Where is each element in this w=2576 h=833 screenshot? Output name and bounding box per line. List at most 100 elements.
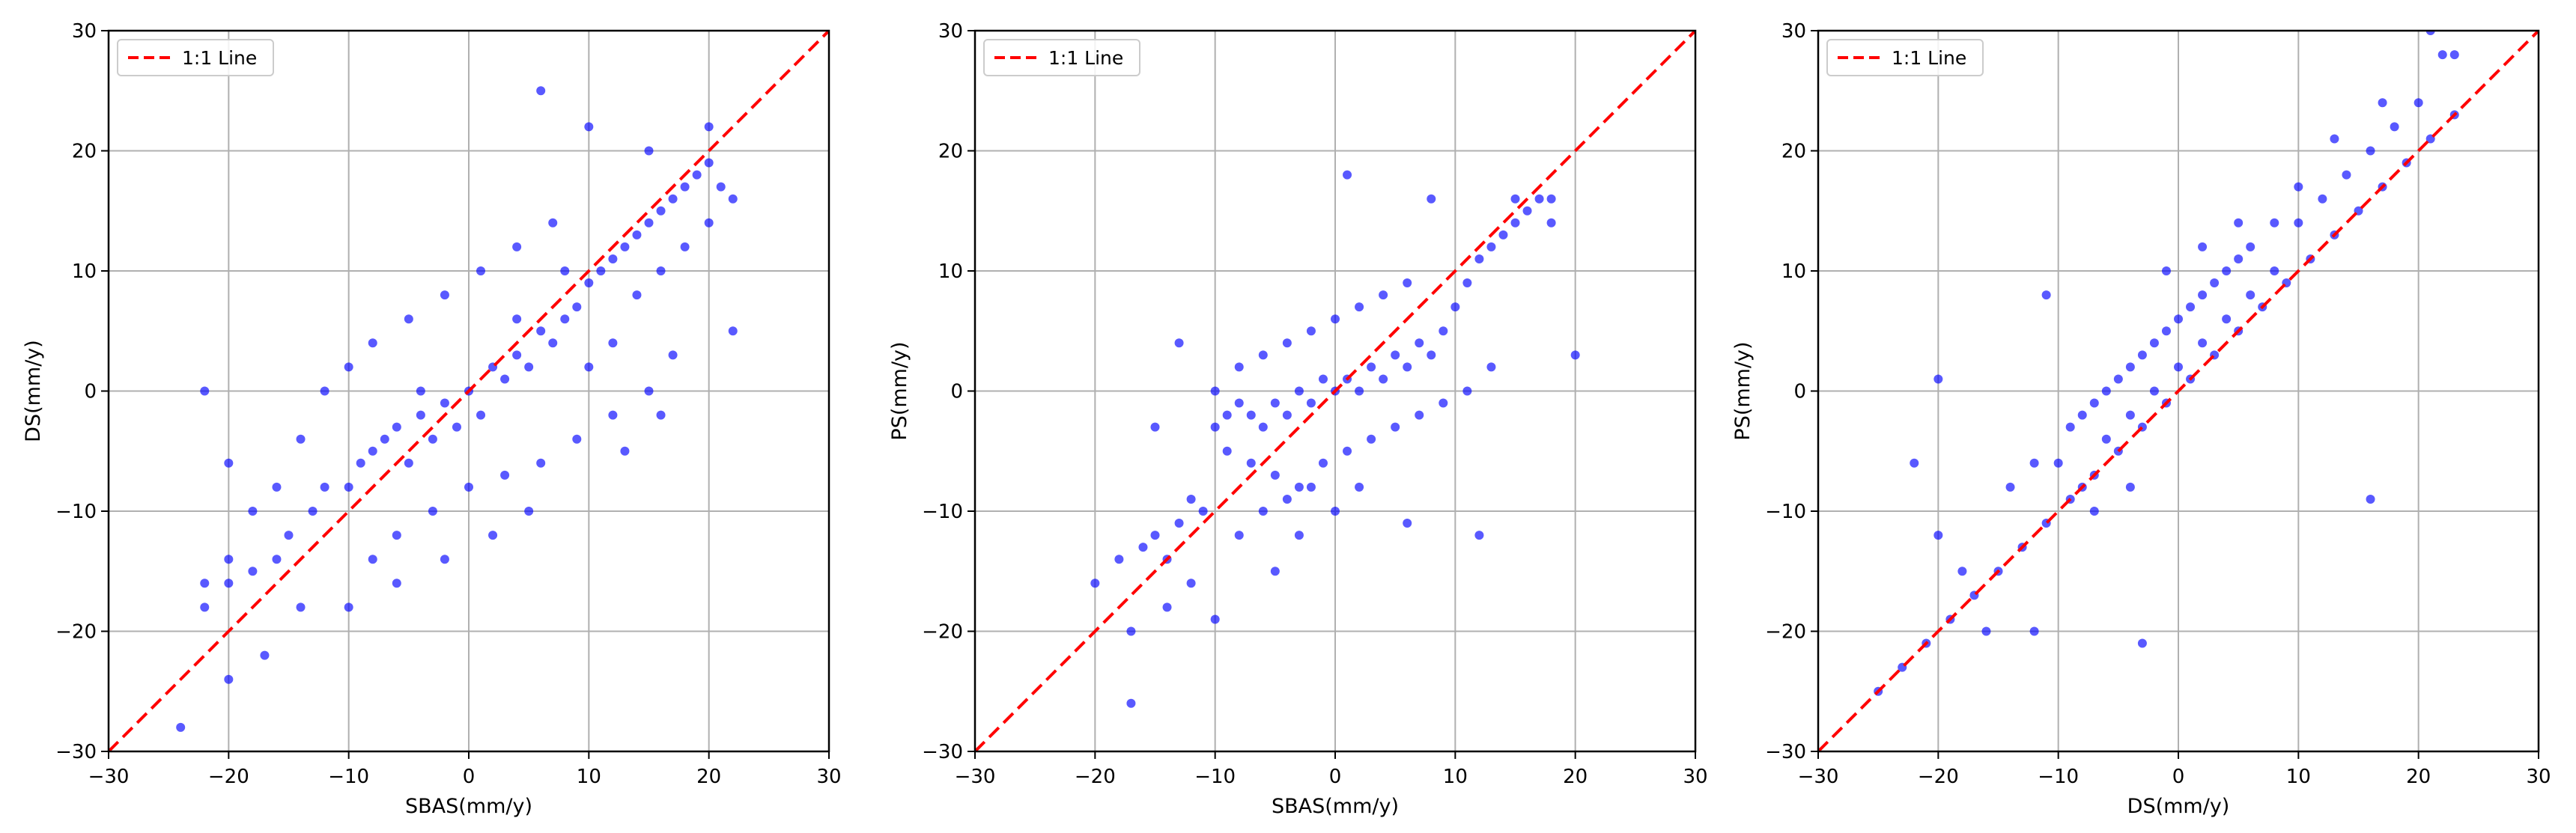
data-point	[536, 86, 546, 96]
reference-line-1-1	[1818, 31, 2539, 751]
x-tick-label: −30	[1798, 766, 1839, 788]
reference-line-1-1	[975, 31, 1695, 751]
data-point	[2113, 374, 2123, 384]
data-point	[2414, 98, 2423, 108]
data-point	[2053, 458, 2063, 468]
data-point	[224, 458, 234, 468]
data-point	[500, 374, 510, 384]
data-point	[1282, 338, 1292, 348]
data-point	[1318, 374, 1328, 384]
data-point	[2210, 278, 2220, 288]
x-tick-label: 0	[2172, 766, 2185, 788]
data-point	[1570, 350, 1580, 360]
data-point	[1282, 494, 1292, 504]
data-point	[1486, 362, 1496, 372]
data-point	[1355, 302, 1364, 312]
data-point	[1174, 519, 1184, 528]
data-point	[344, 362, 353, 372]
y-tick-label: 0	[950, 381, 963, 403]
y-tick-label: 0	[1793, 381, 1806, 403]
data-point	[392, 422, 401, 432]
data-point	[1246, 410, 1256, 420]
data-point	[548, 338, 558, 348]
x-tick-label: 30	[816, 766, 841, 788]
y-tick-label: 10	[1781, 260, 1806, 283]
data-point	[1510, 194, 1520, 204]
data-point	[200, 579, 210, 588]
data-point	[704, 158, 714, 168]
data-point	[2222, 314, 2232, 324]
data-point	[1234, 362, 1244, 372]
y-tick-label: −20	[55, 621, 97, 644]
x-axis: −30 −20 −10 0 10 20 30	[1798, 751, 2551, 788]
legend: 1:1 Line	[117, 39, 274, 76]
data-point	[1186, 579, 1196, 588]
data-point	[476, 410, 486, 420]
data-point	[2101, 386, 2111, 396]
y-tick-label: −20	[1765, 621, 1806, 644]
x-tick-label: −20	[1918, 766, 1959, 788]
data-point	[1403, 362, 1412, 372]
data-point	[1258, 507, 1268, 516]
data-point	[1534, 194, 1544, 204]
y-tick-label: 30	[1781, 20, 1806, 43]
chart-panel-3: −30 −20 −10 0 10 20 30 −30 −20 −10 0 10 20 30 DS(mm/y)…	[1731, 20, 2551, 818]
data-point	[1282, 410, 1292, 420]
data-point	[500, 470, 510, 480]
data-point	[2005, 482, 2015, 492]
data-point	[2294, 218, 2303, 228]
data-point	[728, 326, 738, 336]
data-point	[560, 314, 570, 324]
y-tick-label: 20	[1781, 141, 1806, 163]
data-point	[1186, 494, 1196, 504]
x-tick-label: 0	[1329, 766, 1342, 788]
data-point	[1546, 194, 1556, 204]
data-point	[224, 555, 234, 564]
y-tick-label: 10	[938, 260, 963, 283]
data-point	[2137, 638, 2147, 648]
scatter-series	[176, 86, 738, 732]
y-tick-label: −30	[922, 741, 963, 763]
x-axis-label: SBAS(mm/y)	[1272, 795, 1399, 818]
data-point	[176, 722, 186, 732]
data-point	[2294, 182, 2303, 192]
y-tick-label: −10	[55, 501, 97, 523]
data-point	[284, 531, 294, 540]
data-point	[2222, 266, 2232, 275]
data-point	[2234, 254, 2244, 263]
data-point	[704, 218, 714, 228]
x-axis-label: SBAS(mm/y)	[405, 795, 532, 818]
data-point	[680, 242, 690, 251]
data-point	[2198, 290, 2208, 300]
y-axis-label: DS(mm/y)	[22, 340, 45, 442]
data-point	[1415, 338, 1424, 348]
data-point	[224, 579, 234, 588]
data-point	[428, 434, 437, 444]
data-point	[1933, 531, 1943, 540]
data-point	[1294, 386, 1304, 396]
data-point	[2149, 386, 2159, 396]
data-point	[2149, 338, 2159, 348]
data-point	[1510, 218, 1520, 228]
data-point	[572, 302, 582, 312]
legend-box	[117, 39, 274, 76]
data-point	[2366, 146, 2375, 156]
data-point	[260, 650, 270, 660]
data-point	[404, 458, 413, 468]
data-point	[2125, 362, 2135, 372]
data-point	[512, 314, 522, 324]
data-point	[2065, 422, 2075, 432]
data-point	[1270, 398, 1280, 408]
data-point	[1234, 398, 1244, 408]
data-point	[1486, 242, 1496, 251]
data-point	[1258, 422, 1268, 432]
data-point	[1210, 614, 1220, 624]
data-point	[2318, 194, 2327, 204]
x-tick-label: 10	[577, 766, 601, 788]
data-point	[1403, 519, 1412, 528]
legend: 1:1 Line	[1826, 39, 1984, 76]
data-point	[1126, 626, 1136, 636]
data-point	[2089, 507, 2099, 516]
data-point	[356, 458, 365, 468]
